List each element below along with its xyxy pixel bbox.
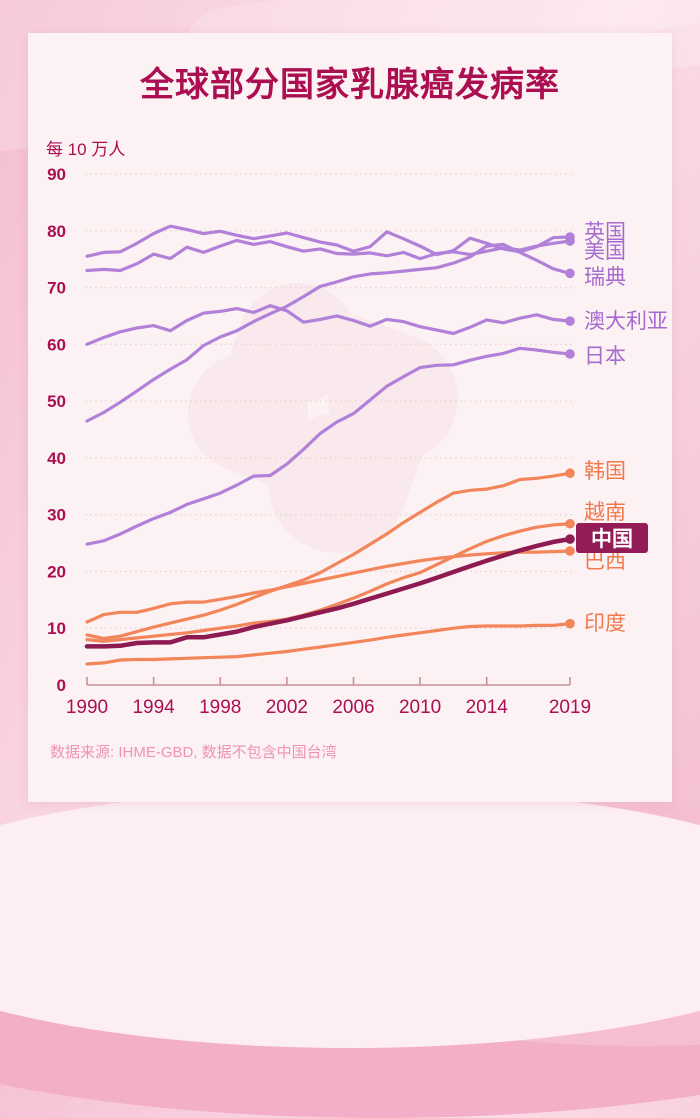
series-dot-美国 [565,236,575,246]
chart-svg: 0 10 20 30 40 50 60 70 80 90 1990 1994 1998 2002 2006 2… [47,165,668,718]
series-dot-澳大利亚 [565,316,575,326]
infographic-card: 全球部分国家乳腺癌发病率 每 10 万人 0 10 20 30 40 50 60 70 80 90… [28,33,672,802]
y-axis-tick-label: 70 [47,279,66,298]
y-axis-tick-label: 80 [47,222,66,241]
series-label-日本: 日本 [584,345,626,368]
x-axis-tick-label: 2019 [549,697,591,718]
series-dot-瑞典 [565,268,575,279]
y-axis-unit-label: 每 10 万人 [46,140,126,159]
series-label-美国: 美国 [584,240,626,263]
china-label-badge [576,523,648,553]
series-line-中国 [84,536,573,649]
y-axis-tick-label: 50 [47,392,66,411]
page-title: 全球部分国家乳腺癌发病率 [140,66,560,104]
series-line-瑞典 [85,242,572,423]
series-dot-日本 [565,349,575,359]
y-axis-tick-label: 10 [47,619,66,638]
series-label-印度: 印度 [584,612,626,635]
series-label-瑞典: 瑞典 [584,266,626,289]
series-label-越南: 越南 [584,501,626,524]
series-dot-韩国 [565,468,575,479]
y-axis-tick-label: 0 [57,676,66,695]
series-line-澳大利亚 [85,304,572,346]
series-dot-越南 [565,518,575,529]
bottom-wave [0,788,700,1048]
series-label-韩国: 韩国 [584,460,626,483]
series-line-日本 [85,346,572,546]
y-axis-tick-label: 90 [47,165,66,184]
series-dot-巴西 [565,546,575,556]
x-axis-tick-label: 2002 [266,697,308,718]
series-label-澳大利亚: 澳大利亚 [584,310,668,333]
x-axis-tick-label: 1994 [132,697,175,718]
series-line-韩国 [85,471,572,641]
series-label-巴西: 巴西 [584,550,626,573]
data-source-note: 数据来源: IHME-GBD, 数据不包含中国台湾 [50,744,337,761]
x-axis-tick-label: 2010 [399,697,441,718]
x-axis-tick-label: 1990 [66,697,108,718]
y-axis-tick-label: 20 [47,562,66,581]
series-dot-中国 [565,534,575,544]
y-axis-tick-label: 40 [47,449,66,468]
series-label-中国: 中国 [591,528,633,551]
x-axis-tick-label: 2014 [466,697,509,718]
y-axis-tick-label: 30 [47,506,66,525]
x-axis-tick-label: 2006 [332,697,374,718]
x-axis-tick-label: 1998 [199,697,241,718]
series-line-巴西 [85,549,572,624]
series-dot-印度 [565,618,575,629]
series-label-英国: 英国 [584,221,626,244]
series-line-越南 [85,522,572,643]
y-axis-tick-label: 60 [47,335,66,354]
series-line-印度 [85,622,572,666]
series-line-美国 [85,238,572,273]
